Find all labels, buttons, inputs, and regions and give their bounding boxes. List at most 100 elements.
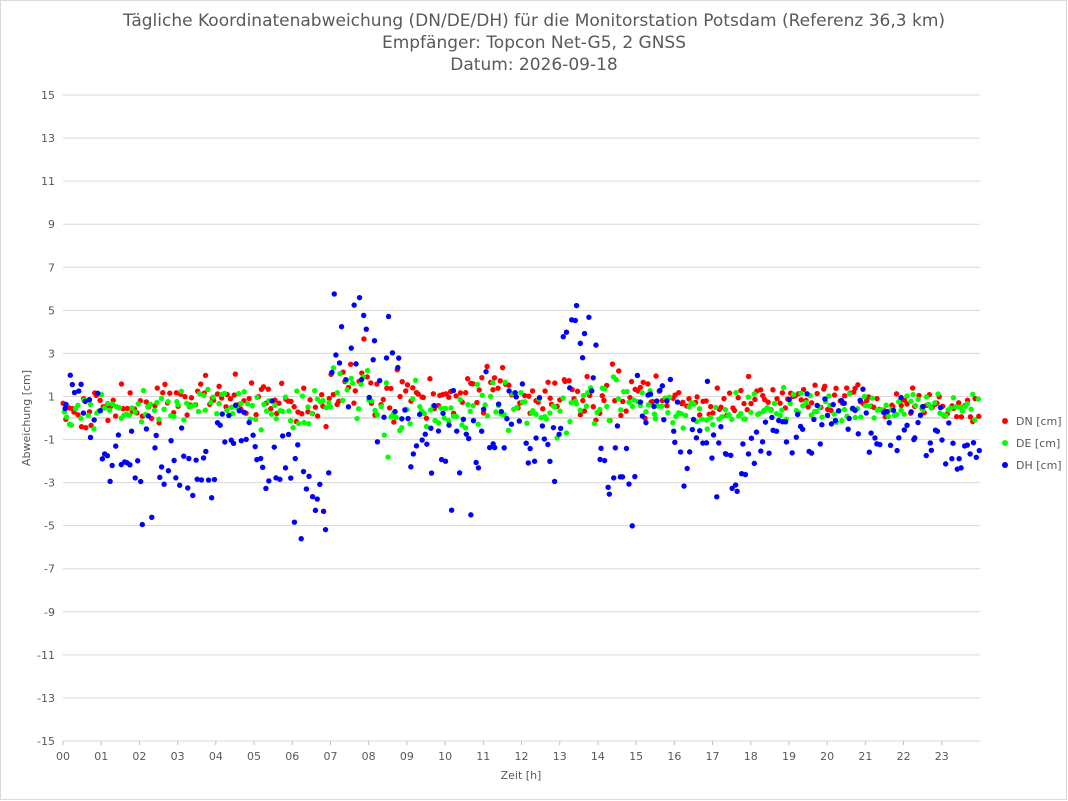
data-point bbox=[672, 439, 678, 446]
x-tick-label: 07 bbox=[323, 750, 337, 763]
data-point bbox=[628, 378, 635, 385]
data-point bbox=[268, 406, 274, 412]
data-point bbox=[226, 412, 232, 419]
data-point bbox=[604, 403, 610, 410]
data-point bbox=[305, 404, 311, 410]
x-tick-label: 09 bbox=[400, 750, 414, 763]
data-point bbox=[423, 423, 430, 430]
data-point bbox=[519, 381, 526, 387]
data-point bbox=[890, 407, 897, 414]
data-point bbox=[299, 393, 306, 399]
data-point bbox=[491, 375, 498, 381]
data-point bbox=[901, 427, 908, 433]
data-point bbox=[813, 408, 820, 415]
data-point bbox=[894, 411, 900, 418]
data-point bbox=[956, 400, 962, 406]
data-point bbox=[95, 390, 101, 397]
data-point bbox=[241, 389, 247, 395]
data-point bbox=[347, 361, 354, 367]
data-point bbox=[877, 441, 883, 448]
data-point bbox=[904, 401, 910, 407]
data-point bbox=[946, 420, 952, 426]
data-point bbox=[852, 385, 858, 392]
data-point bbox=[634, 372, 641, 379]
data-point bbox=[822, 396, 828, 402]
data-point bbox=[623, 408, 629, 414]
data-point bbox=[686, 396, 692, 402]
x-tick-label: 04 bbox=[209, 750, 223, 763]
data-point bbox=[523, 440, 529, 446]
data-point bbox=[470, 402, 476, 409]
data-point bbox=[231, 392, 237, 398]
data-point bbox=[814, 390, 820, 397]
data-point bbox=[381, 414, 387, 420]
data-point bbox=[484, 363, 490, 370]
legend-label: DE [cm] bbox=[1016, 436, 1061, 450]
data-point bbox=[735, 394, 741, 401]
data-point bbox=[618, 407, 624, 413]
data-point bbox=[484, 413, 491, 419]
data-point bbox=[606, 491, 613, 497]
data-point bbox=[896, 399, 902, 405]
data-point bbox=[87, 434, 94, 441]
data-point bbox=[612, 445, 619, 451]
data-point bbox=[246, 419, 252, 426]
data-point bbox=[512, 390, 518, 396]
data-point bbox=[828, 421, 835, 427]
data-point bbox=[824, 412, 831, 419]
data-point bbox=[958, 414, 965, 420]
data-point bbox=[412, 377, 419, 383]
data-point bbox=[682, 412, 689, 419]
data-point bbox=[855, 382, 861, 388]
data-point bbox=[463, 431, 469, 437]
data-point bbox=[590, 404, 596, 410]
data-point bbox=[459, 422, 465, 428]
data-point bbox=[547, 395, 553, 401]
data-point bbox=[397, 393, 403, 400]
data-point bbox=[450, 387, 457, 394]
data-point bbox=[972, 417, 978, 423]
data-point bbox=[68, 422, 75, 428]
data-point bbox=[431, 402, 437, 409]
legend-label: DH [cm] bbox=[1016, 458, 1062, 472]
data-point bbox=[653, 373, 659, 379]
data-point bbox=[334, 389, 340, 396]
x-tick-label: 15 bbox=[629, 750, 643, 763]
data-point bbox=[883, 409, 890, 415]
data-point bbox=[846, 415, 852, 422]
data-point bbox=[75, 412, 81, 418]
data-point bbox=[219, 411, 225, 417]
data-point bbox=[196, 390, 203, 397]
data-point bbox=[266, 478, 272, 484]
data-point bbox=[263, 408, 270, 414]
data-point bbox=[804, 391, 810, 397]
data-point bbox=[252, 443, 258, 450]
data-point bbox=[329, 369, 335, 376]
data-point bbox=[259, 464, 266, 471]
data-point bbox=[63, 401, 69, 408]
data-point bbox=[729, 485, 735, 492]
data-point bbox=[381, 432, 388, 438]
data-point bbox=[326, 395, 332, 402]
x-tick-label: 02 bbox=[132, 750, 146, 763]
data-point bbox=[577, 407, 583, 414]
data-point bbox=[479, 392, 485, 399]
data-point bbox=[415, 391, 421, 397]
data-point bbox=[908, 409, 914, 415]
data-point bbox=[132, 409, 138, 415]
data-point bbox=[759, 439, 766, 445]
data-point bbox=[448, 405, 454, 411]
data-point bbox=[435, 428, 442, 434]
data-point bbox=[104, 453, 111, 459]
data-point bbox=[420, 394, 426, 401]
data-point bbox=[934, 428, 941, 434]
data-point bbox=[282, 394, 289, 400]
data-point bbox=[652, 415, 659, 422]
data-point bbox=[580, 392, 587, 399]
data-point bbox=[118, 381, 125, 387]
data-point bbox=[157, 474, 163, 481]
data-point bbox=[869, 395, 875, 401]
data-point bbox=[703, 417, 710, 423]
data-point bbox=[814, 402, 820, 409]
data-point bbox=[734, 488, 740, 495]
